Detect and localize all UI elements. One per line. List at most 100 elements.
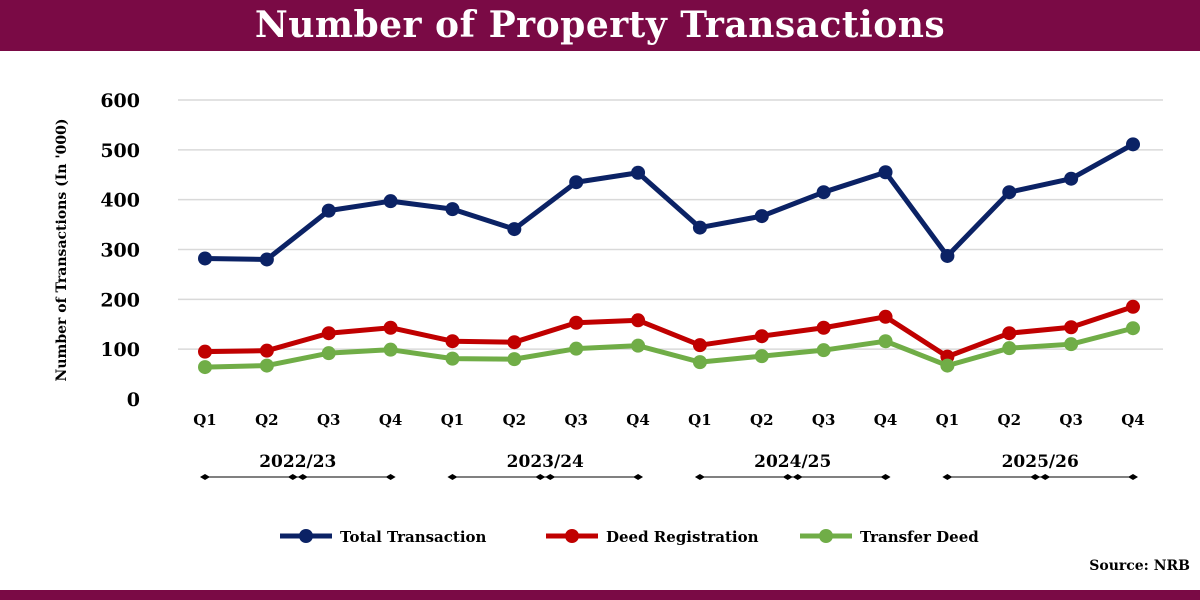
data-point <box>569 175 584 190</box>
data-point <box>198 360 212 375</box>
group-label: 2024/25 <box>754 452 831 472</box>
data-point <box>507 222 522 237</box>
x-tick-label: Q2 <box>503 411 527 429</box>
data-point <box>507 335 522 350</box>
x-tick-label: Q2 <box>255 411 279 429</box>
group-bracket-arrow <box>1040 474 1051 480</box>
data-point <box>631 165 646 180</box>
chart-title: Number of Property Transactions <box>254 4 946 46</box>
x-tick-label: Q1 <box>193 411 217 429</box>
data-point <box>259 252 274 267</box>
group-bracket-arrow <box>792 474 803 480</box>
data-point <box>1002 326 1017 341</box>
source-note: Source: NRB <box>1089 558 1190 574</box>
y-axis-title: Number of Transactions (In '000) <box>54 119 70 382</box>
data-point <box>1126 299 1140 314</box>
legend-label: Deed Registration <box>606 528 759 546</box>
y-tick-label: 200 <box>100 289 140 311</box>
data-point <box>1126 137 1140 152</box>
data-point <box>816 343 831 358</box>
series-line-1 <box>204 304 1134 360</box>
data-point <box>445 351 460 366</box>
group-bracket-arrow <box>1128 474 1138 480</box>
data-point <box>259 358 274 373</box>
data-point <box>692 220 707 235</box>
group-bracket-arrow <box>287 474 298 480</box>
data-point <box>198 251 212 266</box>
series-line-0 <box>204 142 1135 262</box>
y-tick-label: 400 <box>100 190 140 212</box>
data-point <box>692 338 707 353</box>
group-bracket-arrow <box>535 474 546 480</box>
x-tick-label: Q3 <box>564 411 588 429</box>
legend-marker <box>299 529 313 543</box>
group-bracket-arrow <box>545 474 556 480</box>
data-point <box>1064 320 1079 335</box>
data-point <box>631 338 646 353</box>
data-point <box>1064 337 1079 352</box>
data-point <box>569 315 584 330</box>
group-bracket-arrow <box>880 474 891 480</box>
x-tick-label: Q4 <box>379 411 403 429</box>
data-point <box>445 334 460 349</box>
data-point <box>878 334 893 349</box>
x-tick-label: Q3 <box>812 411 836 429</box>
group-label: 2023/24 <box>507 452 584 472</box>
data-point <box>1002 185 1017 200</box>
data-point <box>816 320 831 335</box>
x-tick-label: Q1 <box>688 411 712 429</box>
data-point <box>878 165 893 180</box>
data-point <box>321 203 336 218</box>
y-tick-label: 300 <box>100 240 140 262</box>
data-point <box>383 194 398 209</box>
x-tick-label: Q3 <box>317 411 341 429</box>
group-bracket-arrow <box>297 474 308 480</box>
data-point <box>692 355 707 370</box>
group-label: 2025/26 <box>1002 452 1079 472</box>
data-point <box>1064 171 1079 186</box>
x-tick-label: Q1 <box>936 411 960 429</box>
x-tick-label: Q4 <box>626 411 650 429</box>
data-point <box>754 209 769 224</box>
series-line-2 <box>204 325 1134 370</box>
data-point <box>754 329 769 344</box>
data-point <box>445 202 460 217</box>
y-tick-label: 500 <box>100 140 140 162</box>
group-label: 2022/23 <box>259 452 336 472</box>
legend-marker <box>819 529 833 543</box>
x-tick-label: Q2 <box>998 411 1022 429</box>
x-tick-label: Q2 <box>750 411 774 429</box>
data-point <box>321 326 336 341</box>
data-point <box>1002 341 1017 356</box>
x-tick-label: Q3 <box>1059 411 1083 429</box>
group-bracket-arrow <box>942 474 953 480</box>
data-point <box>569 341 584 356</box>
data-point <box>1126 321 1140 336</box>
group-bracket-arrow <box>633 474 644 480</box>
bottom-bar <box>0 590 1200 600</box>
data-point <box>259 343 274 358</box>
y-tick-label: 0 <box>127 389 140 411</box>
data-point <box>816 185 831 200</box>
data-point <box>198 344 212 359</box>
group-bracket-arrow <box>447 474 458 480</box>
data-point <box>383 320 398 335</box>
data-point <box>940 248 955 263</box>
group-bracket-arrow <box>694 474 705 480</box>
data-point <box>940 358 955 373</box>
legend-marker <box>565 529 579 543</box>
title-bar: Number of Property Transactions <box>0 0 1200 51</box>
group-bracket-arrow <box>200 474 210 480</box>
group-bracket-arrow <box>1030 474 1041 480</box>
data-point <box>321 346 336 361</box>
data-point <box>754 349 769 364</box>
group-bracket-arrow <box>385 474 396 480</box>
legend-label: Transfer Deed <box>860 528 979 546</box>
legend-label: Total Transaction <box>340 528 487 546</box>
data-point <box>507 352 522 367</box>
data-point <box>383 342 398 357</box>
x-tick-label: Q4 <box>874 411 898 429</box>
data-point <box>631 313 646 328</box>
group-bracket-arrow <box>782 474 793 480</box>
